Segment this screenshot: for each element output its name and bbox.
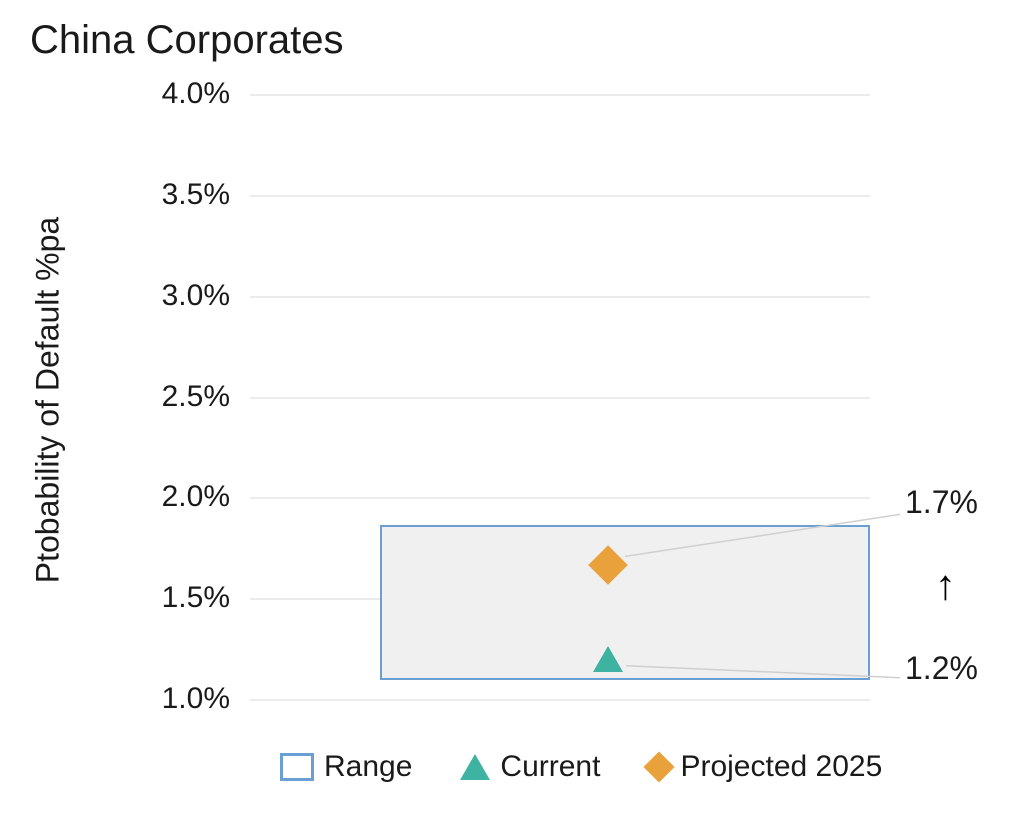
diamond-icon: [644, 751, 675, 782]
callout-label: 1.2%: [905, 650, 978, 687]
callout-label: 1.7%: [905, 484, 978, 521]
y-tick-label: 1.5%: [162, 581, 230, 615]
legend-range-label: Range: [324, 750, 412, 784]
y-tick-label: 2.0%: [162, 480, 230, 514]
triangle-icon: [460, 754, 490, 780]
leader-line: [250, 95, 1024, 700]
y-tick-label: 3.5%: [162, 178, 230, 212]
legend-current: Current: [460, 750, 600, 784]
y-axis-title: Ptobability of Default %pa: [30, 217, 67, 583]
range-swatch-icon: [280, 753, 314, 781]
y-tick-label: 2.5%: [162, 380, 230, 414]
legend: Range Current Projected 2025: [280, 750, 882, 784]
chart-title: China Corporates: [30, 18, 344, 63]
chart-container: China Corporates Ptobability of Default …: [0, 0, 1024, 826]
y-tick-label: 3.0%: [162, 279, 230, 313]
trend-arrow-icon: ↑: [935, 561, 956, 609]
legend-range: Range: [280, 750, 412, 784]
y-tick-label: 1.0%: [162, 682, 230, 716]
legend-projected: Projected 2025: [648, 750, 882, 784]
legend-projected-label: Projected 2025: [680, 750, 882, 784]
y-tick-label: 4.0%: [162, 77, 230, 111]
legend-current-label: Current: [500, 750, 600, 784]
plot-area: 1.0%1.5%2.0%2.5%3.0%3.5%4.0%1.7%1.2%↑: [250, 95, 870, 700]
